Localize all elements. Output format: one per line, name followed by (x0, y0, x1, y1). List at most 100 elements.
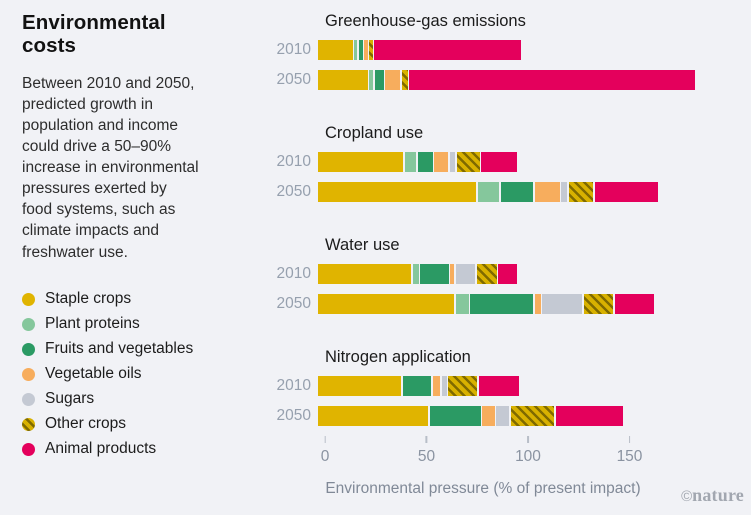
x-axis-title: Environmental pressure (% of present imp… (325, 480, 641, 497)
segment-oils (534, 294, 541, 314)
segment-animal (481, 152, 517, 172)
segment-other (401, 70, 408, 90)
tick-label: 0 (320, 448, 330, 465)
segment-animal (478, 376, 519, 396)
segment-staple (318, 40, 353, 60)
segment-animal (409, 70, 696, 90)
segment-plant (412, 264, 419, 284)
legend-item-sugars: Sugars (22, 387, 274, 412)
segment-sugars (542, 294, 583, 314)
segment-other (456, 152, 480, 172)
stacked-bar (318, 152, 517, 172)
intro-text: Between 2010 and 2050, predicted growth … (22, 74, 199, 261)
stacked-bar (318, 376, 519, 396)
stacked-bar (318, 70, 696, 90)
axis-tick: 150 (616, 436, 643, 466)
segment-staple (318, 182, 477, 202)
segment-animal (498, 264, 518, 284)
axis-tick: 0 (320, 436, 330, 466)
legend-item-fruits: Fruits and vegetables (22, 337, 274, 362)
bar-row: 2050 (250, 182, 751, 202)
chart-group: Nitrogen application 2010 2050 (250, 348, 751, 426)
segment-staple (318, 376, 402, 396)
tick-label: 150 (616, 448, 643, 465)
segment-sugars (561, 182, 568, 202)
page-title: Environmental costs (22, 11, 166, 57)
stacked-bar (318, 182, 659, 202)
axis-tick: 100 (515, 436, 541, 466)
segment-other (448, 376, 478, 396)
segment-staple (318, 152, 404, 172)
info-panel: Environmental costs Between 2010 and 205… (22, 11, 274, 462)
tick-label: 50 (417, 448, 436, 465)
segment-animal (614, 294, 654, 314)
bar-row: 2010 (250, 40, 751, 60)
legend-label: Plant proteins (45, 315, 140, 333)
segment-sugars (496, 406, 510, 426)
chart-group: Water use 2010 2050 (250, 236, 751, 314)
segment-staple (318, 406, 429, 426)
axis-tick: 50 (418, 436, 435, 466)
segment-animal (374, 40, 521, 60)
chart-title: Greenhouse-gas emissions (325, 12, 526, 30)
segment-sugars (455, 264, 476, 284)
oils-swatch-icon (22, 367, 35, 381)
year-label: 2050 (276, 407, 311, 424)
bar-row: 2010 (250, 376, 751, 396)
legend-item-other: Other crops (22, 412, 274, 437)
legend-label: Fruits and vegetables (45, 340, 194, 358)
x-axis: 0 50 100 150 (321, 436, 751, 478)
segment-staple (318, 264, 412, 284)
year-label: 2050 (276, 183, 311, 200)
segment-animal (594, 182, 659, 202)
tick-label: 100 (515, 448, 541, 465)
segment-staple (318, 70, 368, 90)
segment-oils (364, 40, 368, 60)
year-label: 2010 (276, 41, 311, 58)
segment-oils (450, 264, 455, 284)
legend-label: Staple crops (45, 290, 132, 308)
stacked-bar (318, 294, 654, 314)
year-label: 2010 (276, 377, 311, 394)
fruits-swatch-icon (22, 342, 35, 356)
segment-fruits (420, 264, 449, 284)
segment-sugars (441, 376, 447, 396)
year-label: 2050 (276, 295, 311, 312)
segment-plant (477, 182, 500, 202)
segment-oils (534, 182, 560, 202)
segment-fruits (358, 40, 363, 60)
tick-mark (628, 436, 631, 443)
legend-label: Other crops (45, 415, 126, 433)
chart-group: Cropland use 2010 2050 (250, 124, 751, 202)
year-label: 2010 (276, 153, 311, 170)
segment-sugars (449, 152, 456, 172)
chart-title: Water use (325, 236, 400, 254)
bar-row: 2050 (250, 70, 751, 90)
bar-row: 2050 (250, 294, 751, 314)
chart-title: Cropland use (325, 124, 424, 142)
legend-item-plant: Plant proteins (22, 312, 274, 337)
plant-swatch-icon (22, 317, 35, 331)
bar-row: 2010 (250, 152, 751, 172)
bar-row: 2050 (250, 406, 751, 426)
stacked-bar (318, 40, 521, 60)
segment-staple (318, 294, 454, 314)
segment-plant (369, 70, 374, 90)
legend-label: Vegetable oils (45, 365, 142, 383)
tick-mark (324, 436, 326, 443)
bar-row: 2010 (250, 264, 751, 284)
segment-other (510, 406, 555, 426)
segment-other (583, 294, 614, 314)
nature-credit: ©nature (681, 485, 744, 506)
tick-mark (425, 436, 428, 443)
chart-title: Nitrogen application (325, 348, 471, 366)
staple-swatch-icon (22, 292, 35, 306)
chart-group: Greenhouse-gas emissions 2010 2050 (250, 12, 751, 90)
segment-fruits (374, 70, 384, 90)
stacked-bar (318, 264, 518, 284)
legend-item-animal: Animal products (22, 437, 274, 462)
animal-swatch-icon (22, 442, 35, 456)
sugars-swatch-icon (22, 392, 35, 406)
segment-other (568, 182, 594, 202)
segment-plant (455, 294, 469, 314)
